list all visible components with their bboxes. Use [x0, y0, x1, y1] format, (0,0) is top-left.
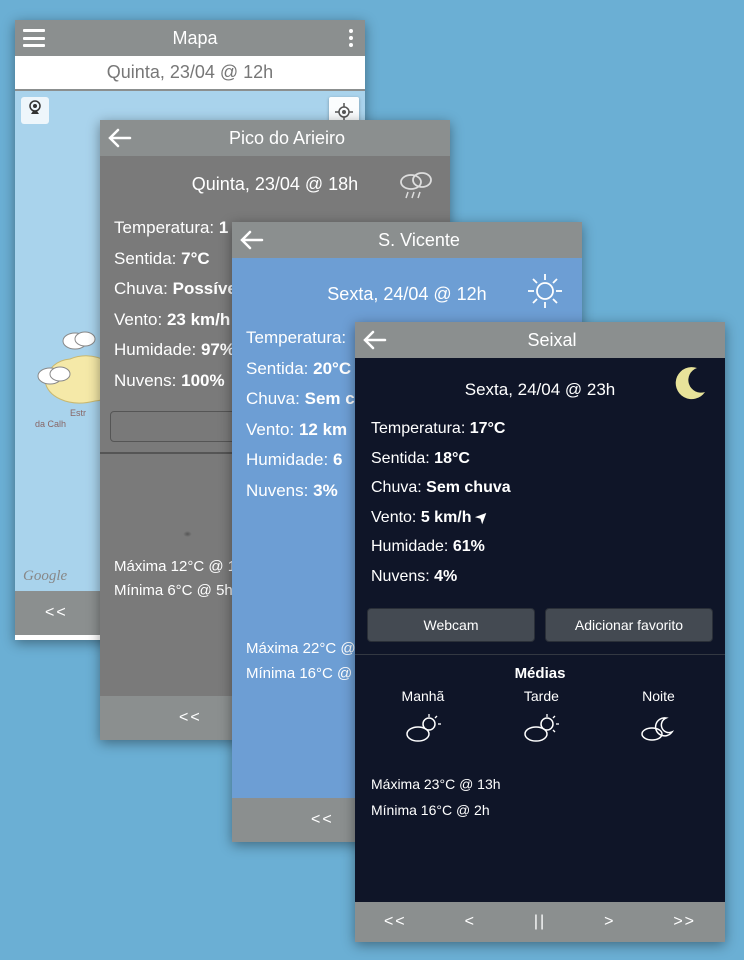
feels-value: 20°C [313, 359, 351, 378]
rain-label: Chuva: [371, 479, 422, 496]
titlebar: S. Vicente [232, 222, 582, 258]
humidity-label: Humidade: [246, 450, 328, 469]
period-afternoon: Tarde [521, 688, 561, 751]
min-line: Mínima 16°C @ 2h [371, 797, 709, 824]
titlebar: Mapa [15, 20, 365, 56]
moon-icon [669, 364, 709, 409]
nav-prev-button[interactable]: < [455, 909, 486, 935]
wind-value: 23 km/h [167, 310, 230, 329]
screen-seixal: Seixal Sexta, 24/04 @ 23h Temperatura: 1… [355, 322, 725, 942]
period-night-label: Noite [638, 688, 678, 704]
wind-value: 12 km [299, 420, 347, 439]
period-morning-label: Manhã [402, 688, 445, 704]
clouds-value: 100% [181, 371, 224, 390]
temp-value: 1 [219, 218, 228, 237]
feels-value: 7°C [181, 249, 210, 268]
back-arrow-icon[interactable] [363, 330, 387, 350]
svg-text:Estr: Estr [70, 408, 86, 418]
svg-text:da Calh: da Calh [35, 419, 66, 429]
rain-value: Sem c [305, 389, 355, 408]
nav-first-button[interactable]: << [301, 807, 344, 833]
nav-first-button[interactable]: << [35, 600, 78, 626]
nav-first-button[interactable]: << [374, 909, 417, 935]
favorite-button[interactable]: Adicionar favorito [545, 608, 713, 642]
temp-label: Temperatura: [371, 420, 465, 437]
max-line: Máxima 23°C @ 13h [371, 771, 709, 798]
google-attribution: Google [23, 568, 67, 585]
maxmin: Máxima 23°C @ 13h Mínima 16°C @ 2h [355, 757, 725, 828]
temp-label: Temperatura: [114, 218, 214, 237]
feels-label: Sentida: [114, 249, 176, 268]
button-row: Webcam Adicionar favorito [355, 598, 725, 652]
wind-value: 5 km/h [421, 509, 472, 526]
sun-icon [524, 270, 566, 317]
feels-label: Sentida: [371, 450, 430, 467]
clouds-label: Nuvens: [114, 371, 176, 390]
sun-cloud-icon [521, 712, 561, 751]
clouds-label: Nuvens: [371, 568, 430, 585]
nav-last-button[interactable]: >> [663, 909, 706, 935]
hamburger-icon[interactable] [23, 29, 45, 47]
medias-title: Médias [355, 657, 725, 688]
weather-details: Temperatura: 17°C Sentida: 18°C Chuva: S… [355, 408, 725, 598]
humidity-label: Humidade: [371, 538, 448, 555]
humidity-value: 6 [333, 450, 342, 469]
humidity-value: 61% [453, 538, 485, 555]
titlebar: Pico do Arieiro [100, 120, 450, 156]
nav-first-button[interactable]: << [169, 705, 212, 731]
wind-label: Vento: [114, 310, 162, 329]
titlebar: Seixal [355, 322, 725, 358]
nav-next-button[interactable]: > [594, 909, 625, 935]
webcam-icon[interactable] [21, 97, 49, 124]
rain-cloud-icon [396, 168, 436, 207]
back-arrow-icon[interactable] [240, 230, 264, 250]
moon-cloud-icon [638, 712, 678, 751]
period-morning: Manhã [402, 688, 445, 751]
screen-title: S. Vicente [264, 230, 574, 251]
menu-dots-icon[interactable] [345, 25, 357, 51]
humidity-label: Humidade: [114, 340, 196, 359]
humidity-value: 97% [201, 340, 235, 359]
screen-title: Pico do Arieiro [132, 128, 442, 149]
clouds-label: Nuvens: [246, 481, 308, 500]
rain-label: Chuva: [114, 279, 168, 298]
wind-label: Vento: [371, 509, 416, 526]
period-afternoon-label: Tarde [521, 688, 561, 704]
clouds-value: 4% [434, 568, 457, 585]
averages-row: Manhã Tarde Noite [355, 688, 725, 757]
feels-label: Sentida: [246, 359, 308, 378]
rain-value: Sem chuva [426, 479, 510, 496]
wind-label: Vento: [246, 420, 294, 439]
rain-label: Chuva: [246, 389, 300, 408]
temp-value: 17°C [470, 420, 506, 437]
screen-title: Mapa [45, 28, 345, 49]
rain-value: Possíve [173, 279, 237, 298]
nav-pause-button[interactable]: || [524, 909, 556, 935]
sun-cloud-icon [402, 712, 445, 751]
clouds-value: 3% [313, 481, 338, 500]
back-arrow-icon[interactable] [108, 128, 132, 148]
date-bar: Quinta, 23/04 @ 12h [15, 56, 365, 91]
period-night: Noite [638, 688, 678, 751]
webcam-button[interactable]: Webcam [367, 608, 535, 642]
screen-title: Seixal [387, 330, 717, 351]
divider [355, 654, 725, 655]
temp-label: Temperatura: [246, 328, 346, 347]
feels-value: 18°C [434, 450, 470, 467]
nav-bar: << < || > >> [355, 902, 725, 942]
